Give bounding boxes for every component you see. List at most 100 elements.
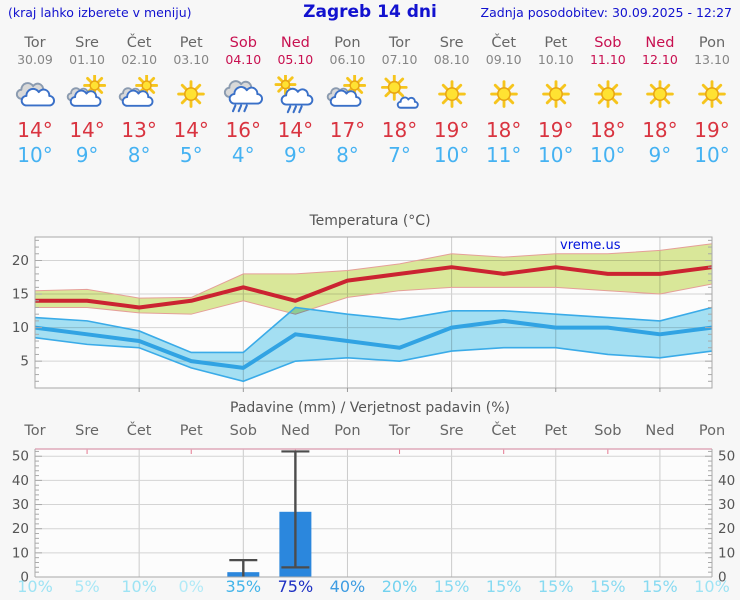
day-name-label: Tor <box>388 35 411 51</box>
svg-text:20: 20 <box>718 521 735 537</box>
svg-text:10: 10 <box>12 320 29 336</box>
min-temp: 9° <box>75 143 99 167</box>
weather-icon-sunny <box>685 75 739 115</box>
svg-text:20: 20 <box>12 521 29 537</box>
precip-probability-label: 15% <box>485 577 522 596</box>
precip-probability-label: 20% <box>381 577 418 596</box>
day-date-label: 10.10 <box>537 52 574 67</box>
day-name-label: Tor <box>24 35 46 51</box>
day-name-label: Ned <box>645 35 675 51</box>
max-temp: 14° <box>277 118 314 142</box>
day-date-label: 01.10 <box>69 52 105 67</box>
forecast-day-column: Tor 30.09 14° 10° <box>8 35 62 166</box>
temp-chart-title: Temperatura (°C) <box>309 213 431 229</box>
svg-text:10: 10 <box>718 545 735 561</box>
day-date-label: 08.10 <box>433 52 470 67</box>
weather-icon-sunny <box>633 75 687 115</box>
day-name-label: Sre <box>439 35 464 51</box>
day-name-label: Sob <box>594 35 622 51</box>
precip-probability-label: 0% <box>178 577 204 596</box>
precip-day-label: Pet <box>544 423 568 439</box>
min-temp: 10° <box>433 143 470 167</box>
forecast-day-column: Ned 05.10 14° 9° <box>268 35 322 166</box>
day-date-label: 02.10 <box>121 52 158 67</box>
precip-probability-label: 10% <box>121 577 157 596</box>
min-temp: 7° <box>388 143 411 167</box>
max-temp: 14° <box>17 118 53 142</box>
precip-day-label: Sre <box>75 423 99 439</box>
weather-icon-mostly-sunny <box>373 75 427 115</box>
max-temp: 14° <box>69 118 105 142</box>
precip-day-label: Čet <box>126 423 152 439</box>
precip-probability-label: 10% <box>17 577 53 596</box>
precip-day-label: Čet <box>491 423 517 439</box>
menu-hint: (kraj lahko izberete v meniju) <box>8 5 192 20</box>
precip-probability-label: 15% <box>590 577 626 596</box>
forecast-day-column: Pet 03.10 14° 5° <box>164 35 218 166</box>
max-temp: 14° <box>173 118 209 142</box>
weather-icon-sunny <box>425 75 479 115</box>
max-temp-line <box>35 265 713 310</box>
max-temp: 18° <box>590 118 626 142</box>
temperature-chart: 5 10 15 20 <box>0 235 740 400</box>
precip-probability-row: 10% 5% 10% 0% 35% 75% 40% 20% 15% 15% 15% 15% 15% 10% <box>0 577 740 599</box>
day-date-label: 03.10 <box>173 52 210 67</box>
min-temp: 4° <box>231 143 255 167</box>
precip-day-label: Pon <box>334 423 361 439</box>
last-update: Zadnja posodobitev: 30.09.2025 - 12:27 <box>480 5 732 20</box>
svg-text:5: 5 <box>20 354 29 370</box>
svg-text:40: 40 <box>718 473 735 489</box>
forecast-day-column: Tor 07.10 18° 7° <box>373 35 427 166</box>
day-name-label: Čet <box>126 35 152 51</box>
day-name-label: Čet <box>491 35 517 51</box>
day-name-label: Pon <box>334 35 361 51</box>
precip-probability-label: 15% <box>537 577 574 596</box>
svg-text:30: 30 <box>718 497 735 513</box>
day-date-label: 05.10 <box>277 52 314 67</box>
min-temp: 8° <box>336 143 359 167</box>
forecast-day-column: Čet 09.10 18° 11° <box>477 35 531 166</box>
day-date-label: 06.10 <box>329 52 366 67</box>
weather-icon-rain <box>216 75 270 115</box>
precip-day-label: Pet <box>179 423 203 439</box>
precip-probability-label: 15% <box>642 577 678 596</box>
precip-day-label: Ned <box>645 423 675 439</box>
precip-day-label: Sre <box>439 423 464 439</box>
day-name-label: Pet <box>544 35 568 51</box>
min-temp: 9° <box>284 143 307 167</box>
day-name-label: Pet <box>179 35 203 51</box>
day-date-label: 07.10 <box>381 52 418 67</box>
forecast-day-column: Ned 12.10 18° 9° <box>633 35 687 166</box>
svg-text:0: 0 <box>718 570 727 586</box>
weather-icon-sun-shower <box>268 75 322 115</box>
svg-text:10: 10 <box>12 545 29 561</box>
svg-text:15: 15 <box>12 287 29 303</box>
day-date-label: 04.10 <box>225 52 262 67</box>
min-temp: 10° <box>538 143 574 167</box>
forecast-day-column: Pon 06.10 17° 8° <box>320 35 374 166</box>
forecast-day-column: Sre 08.10 19° 10° <box>425 35 479 166</box>
day-name-label: Sre <box>75 35 99 51</box>
weather-icon-sunny <box>164 75 218 115</box>
weather-icon-sunny <box>529 75 583 115</box>
day-date-label: 13.10 <box>694 52 730 67</box>
precip-probability-label: 75% <box>277 577 314 596</box>
precip-day-label: Sob <box>594 423 622 439</box>
weather-icon-partly-cloudy <box>112 75 166 115</box>
watermark-link[interactable]: vreme.us <box>560 238 621 253</box>
svg-text:50: 50 <box>718 449 735 465</box>
day-name-label: Ned <box>280 35 310 51</box>
day-date-label: 11.10 <box>589 52 626 67</box>
max-temp: 19° <box>433 118 470 142</box>
day-date-label: 09.10 <box>485 52 522 67</box>
precip-probability-label: 15% <box>433 577 470 596</box>
svg-text:40: 40 <box>12 473 29 489</box>
precip-day-label: Tor <box>388 423 411 439</box>
weather-icon-sunny <box>477 75 531 115</box>
day-name-label: Sob <box>229 35 257 51</box>
min-temp: 10° <box>590 143 626 167</box>
weather-icon-sunny <box>581 75 635 115</box>
max-temp: 18° <box>642 118 678 142</box>
max-temp: 18° <box>381 118 418 142</box>
